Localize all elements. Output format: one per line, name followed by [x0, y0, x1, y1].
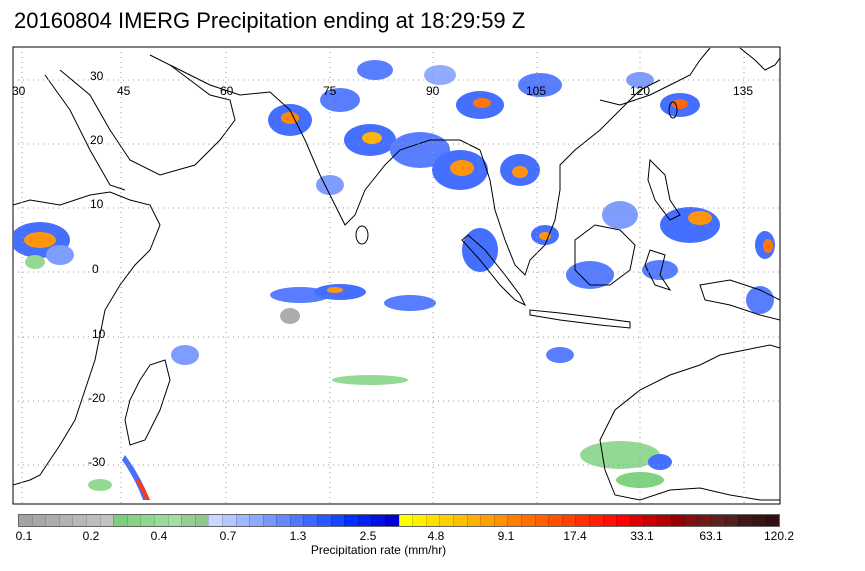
colorbar-swatch [561, 515, 576, 526]
colorbar-swatch [670, 515, 685, 526]
colorbar-swatch [752, 515, 766, 526]
colorbar-swatch [167, 515, 182, 526]
colorbar-swatch [738, 515, 753, 526]
colorbar-swatch [534, 515, 549, 526]
colorbar-swatch [616, 515, 630, 526]
coastlines [13, 47, 780, 501]
colorbar-swatch [357, 515, 372, 526]
colorbar-swatch [520, 515, 535, 526]
colorbar-swatch [140, 515, 154, 526]
colorbar-swatch [412, 515, 426, 526]
colorbar [18, 514, 780, 527]
colorbar-swatch [113, 515, 127, 526]
latitude-labels: 30 20 10 0 10 -20 -30 [88, 69, 106, 469]
colorbar-swatch [72, 515, 86, 526]
colorbar-swatch [765, 515, 780, 526]
longitude-labels: 30 45 60 75 90 105 120 135 [12, 84, 753, 98]
lat-label: -20 [88, 391, 106, 405]
colorbar-swatch [453, 515, 467, 526]
colorbar-swatch [249, 515, 263, 526]
colorbar-swatch [85, 515, 100, 526]
colorbar-tick: 2.5 [359, 529, 377, 543]
lon-label: 120 [630, 84, 650, 98]
colorbar-swatch [602, 515, 617, 526]
colorbar-tick: 4.8 [427, 529, 445, 543]
colorbar-swatch [276, 515, 290, 526]
colorbar-swatch [466, 515, 481, 526]
colorbar-swatch [45, 515, 59, 526]
colorbar-swatch [344, 515, 358, 526]
lat-label: -30 [88, 455, 106, 469]
colorbar-swatch [208, 515, 222, 526]
colorbar-tick: 0.2 [82, 529, 100, 543]
colorbar-swatch [398, 515, 413, 526]
colorbar-swatch [303, 515, 318, 526]
colorbar-swatch [181, 515, 195, 526]
colorbar-caption: Precipitation rate (mm/hr) [310, 543, 447, 557]
colorbar-swatch [371, 515, 386, 526]
lon-label: 75 [323, 84, 337, 98]
lat-label: 0 [92, 262, 99, 276]
colorbar-swatch [19, 515, 32, 526]
colorbar-swatch [289, 515, 304, 526]
colorbar-tick: 120.2 [763, 529, 795, 543]
lon-label: 45 [117, 84, 131, 98]
colorbar-swatch [153, 515, 168, 526]
colorbar-swatch [507, 515, 521, 526]
colorbar-tick: 0.4 [150, 529, 168, 543]
colorbar-tick: 17.4 [563, 529, 587, 543]
colorbar-swatch [724, 515, 739, 526]
lat-label: 10 [92, 327, 106, 341]
colorbar-swatch [480, 515, 494, 526]
colorbar-swatch [439, 515, 453, 526]
colorbar-swatch [317, 515, 331, 526]
colorbar-tick-labels: 0.1 0.2 0.4 0.7 1.3 2.5 4.8 9.1 17.4 33.… [0, 529, 865, 543]
gridlines [13, 47, 780, 504]
colorbar-swatch [656, 515, 671, 526]
colorbar-swatch [262, 515, 277, 526]
colorbar-tick: 63.1 [699, 529, 723, 543]
lon-label: 30 [12, 84, 26, 98]
colorbar-swatch [99, 515, 114, 526]
colorbar-swatch [684, 515, 698, 526]
colorbar-swatch [425, 515, 440, 526]
colorbar-swatch [221, 515, 236, 526]
colorbar-tick: 0.1 [15, 529, 33, 543]
colorbar-swatch [126, 515, 141, 526]
colorbar-swatch [629, 515, 644, 526]
map-title: 20160804 IMERG Precipitation ending at 1… [14, 8, 526, 33]
precipitation-layer [13, 47, 780, 504]
colorbar-swatch [643, 515, 657, 526]
colorbar-tick: 1.3 [289, 529, 307, 543]
colorbar-swatch [194, 515, 209, 526]
colorbar-swatch [235, 515, 250, 526]
lon-label: 90 [426, 84, 440, 98]
lat-label: 20 [90, 133, 104, 147]
colorbar-swatch [548, 515, 562, 526]
lon-label: 135 [733, 84, 753, 98]
lat-label: 10 [90, 197, 104, 211]
colorbar-tick: 9.1 [497, 529, 515, 543]
colorbar-swatch [697, 515, 712, 526]
colorbar-swatch [31, 515, 46, 526]
lon-label: 60 [220, 84, 234, 98]
lat-label: 30 [90, 69, 104, 83]
colorbar-swatch [385, 515, 399, 526]
colorbar-tick: 33.1 [630, 529, 654, 543]
colorbar-swatch [588, 515, 603, 526]
colorbar-swatch [493, 515, 508, 526]
colorbar-swatch [58, 515, 73, 526]
lon-label: 105 [526, 84, 546, 98]
colorbar-swatch [575, 515, 589, 526]
colorbar-tick: 0.7 [219, 529, 237, 543]
colorbar-swatch [330, 515, 345, 526]
colorbar-swatch [711, 515, 725, 526]
